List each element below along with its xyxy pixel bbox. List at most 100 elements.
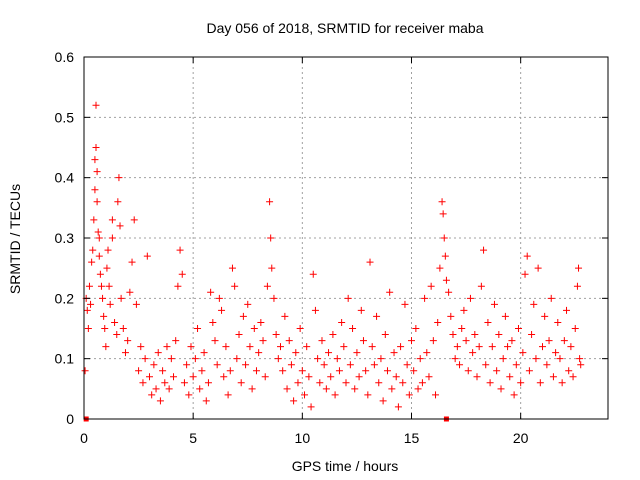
data-point	[296, 325, 304, 332]
data-point	[373, 312, 381, 320]
data-point	[307, 403, 315, 411]
data-point	[469, 349, 477, 357]
y-axis-label: SRMTID / TECUs	[7, 184, 23, 294]
data-point	[198, 367, 206, 375]
data-point	[95, 234, 103, 242]
data-point	[180, 379, 188, 387]
data-point	[552, 349, 560, 357]
data-point	[183, 361, 191, 369]
data-point	[132, 300, 140, 308]
data-point	[536, 379, 544, 387]
data-point	[207, 288, 215, 296]
data-point	[569, 373, 577, 381]
data-point	[501, 312, 509, 320]
x-tick-label: 10	[295, 430, 311, 446]
data-point	[301, 391, 309, 399]
data-point	[257, 318, 265, 326]
data-point	[298, 367, 306, 375]
data-point	[320, 361, 328, 369]
data-point	[117, 294, 125, 302]
data-point	[364, 391, 372, 399]
data-point	[103, 264, 111, 272]
data-point	[119, 325, 127, 332]
data-point	[510, 391, 518, 399]
y-tick-label: 0.5	[55, 109, 75, 125]
data-point	[504, 343, 512, 351]
data-point	[101, 325, 109, 332]
data-point	[213, 361, 221, 369]
data-point	[370, 361, 378, 369]
data-point	[137, 343, 145, 351]
data-point	[204, 379, 212, 387]
data-point	[224, 391, 232, 399]
data-point	[490, 300, 498, 308]
data-point	[388, 385, 396, 393]
data-point	[466, 294, 474, 302]
data-point	[287, 361, 295, 369]
data-point	[351, 385, 359, 393]
data-point	[99, 294, 107, 302]
data-point	[88, 258, 96, 266]
data-point	[368, 343, 376, 351]
data-point	[427, 282, 435, 290]
data-point	[331, 391, 339, 399]
data-point	[100, 312, 108, 320]
data-point	[267, 234, 275, 242]
data-point	[464, 367, 472, 375]
data-point	[305, 373, 313, 381]
data-point	[309, 270, 317, 278]
data-point	[91, 156, 99, 164]
data-point	[113, 331, 121, 339]
data-point	[484, 318, 492, 326]
data-point	[106, 300, 114, 308]
data-point	[266, 198, 274, 206]
data-point	[252, 367, 260, 375]
data-point	[322, 385, 330, 393]
data-point	[202, 397, 210, 405]
data-point	[279, 367, 287, 375]
data-point	[81, 367, 89, 375]
data-point	[259, 337, 267, 345]
data-point	[242, 361, 250, 369]
data-point	[325, 349, 333, 357]
data-point	[170, 373, 178, 381]
data-point	[565, 367, 573, 375]
data-point	[316, 379, 324, 387]
data-point	[362, 367, 370, 375]
data-point	[549, 373, 557, 381]
data-point	[143, 252, 151, 260]
data-point	[96, 270, 104, 278]
data-point	[499, 355, 507, 363]
x-tick-label: 20	[513, 430, 529, 446]
data-point	[237, 379, 245, 387]
data-point	[517, 379, 525, 387]
data-point	[556, 355, 564, 363]
data-point	[294, 379, 302, 387]
data-point	[94, 228, 102, 236]
data-point	[523, 252, 531, 260]
data-point	[244, 300, 252, 308]
data-point	[268, 264, 276, 272]
data-point	[248, 385, 256, 393]
data-point	[121, 349, 129, 357]
data-point	[357, 306, 365, 314]
y-tick-label: 0	[66, 411, 74, 427]
data-point	[425, 373, 433, 381]
data-point	[274, 355, 282, 363]
data-point	[453, 343, 461, 351]
data-point	[506, 373, 514, 381]
data-point	[130, 216, 138, 224]
data-point	[383, 367, 391, 375]
data-point	[429, 337, 437, 345]
data-point	[397, 343, 405, 351]
data-point	[349, 325, 357, 332]
data-point	[102, 343, 110, 351]
data-point	[475, 343, 483, 351]
data-point	[541, 312, 549, 320]
data-point	[191, 355, 199, 363]
data-point	[488, 343, 496, 351]
data-point	[159, 367, 167, 375]
data-point	[414, 385, 422, 393]
data-point	[161, 379, 169, 387]
